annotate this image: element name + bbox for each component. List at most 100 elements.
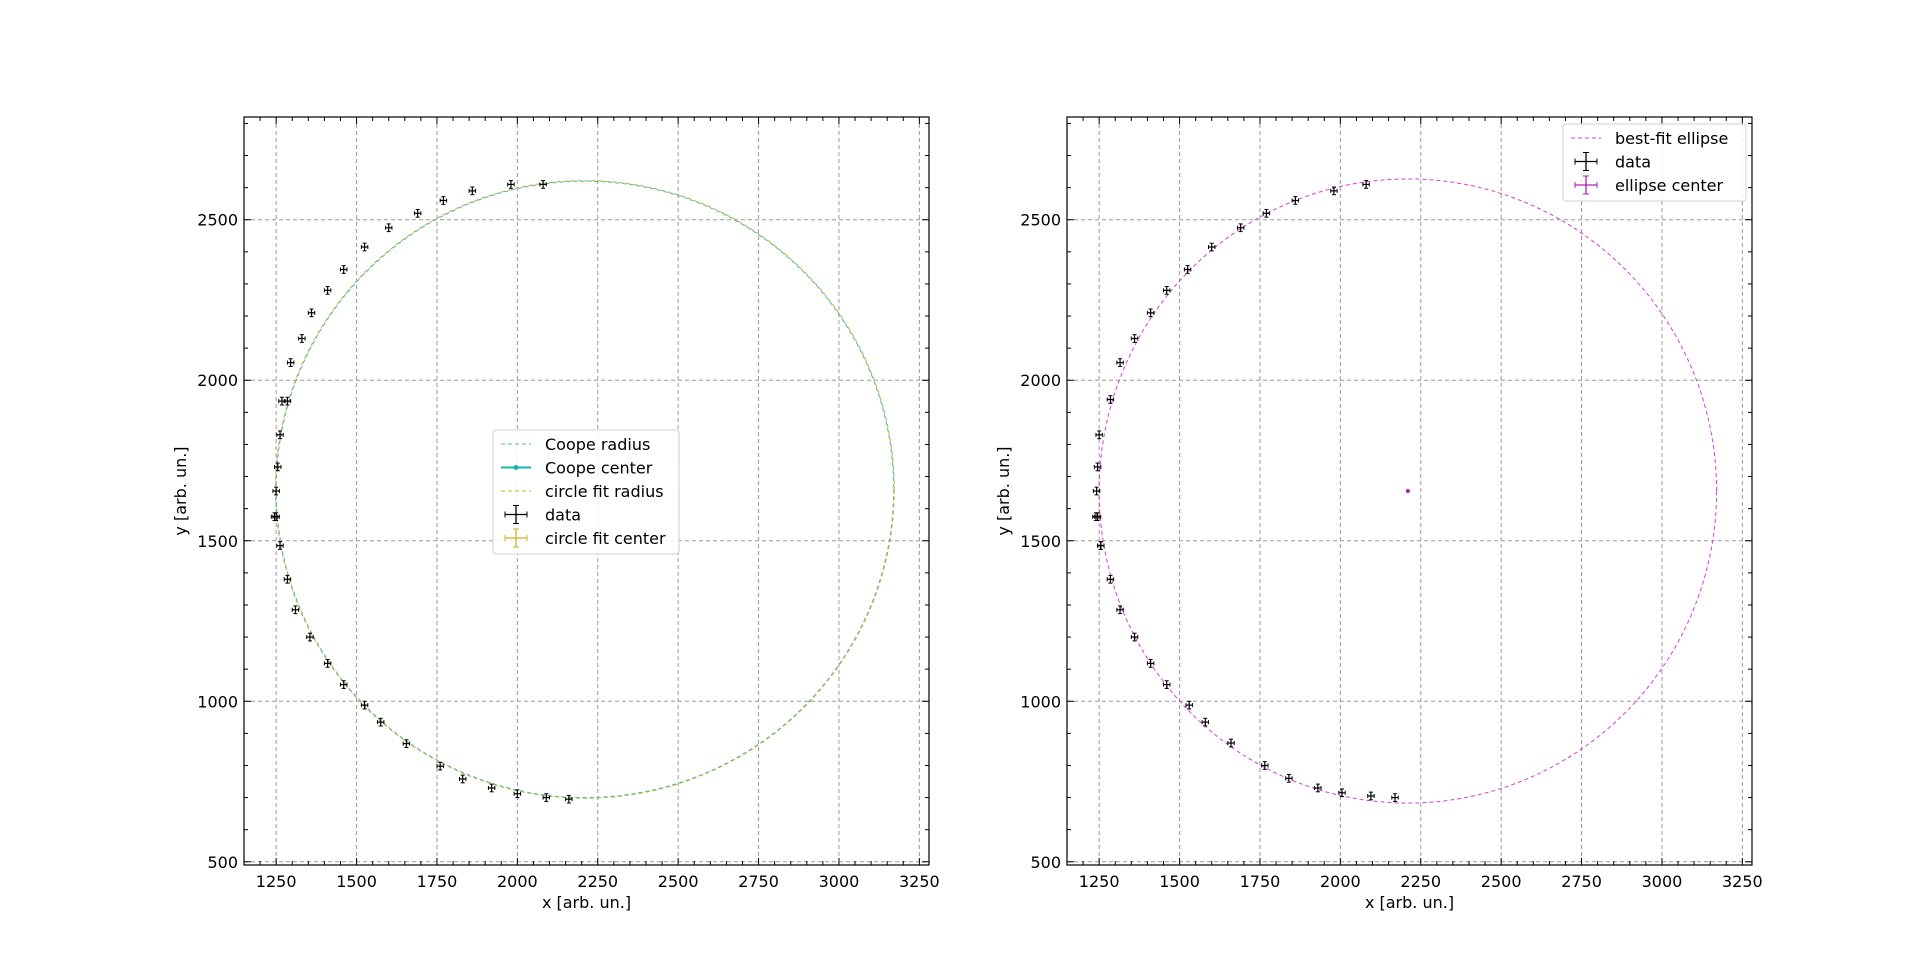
plot-frame [243, 116, 930, 866]
data-point [402, 739, 411, 749]
plot-area [1092, 178, 1718, 804]
series-circle-fit-radius [275, 180, 895, 799]
y-tick-label: 2500 [197, 211, 238, 230]
x-tick-label: 3000 [819, 872, 860, 891]
legend-box [1562, 123, 1747, 202]
plot-area [270, 180, 895, 804]
legend-item: circle fit radius [501, 482, 664, 501]
legend-label: circle fit radius [545, 482, 664, 501]
data-point [1162, 286, 1171, 295]
x-tick-label: 2750 [738, 872, 779, 891]
data-point [1236, 223, 1245, 233]
axis-ticks [243, 117, 929, 865]
data-point [1146, 659, 1155, 668]
x-tick-label: 3000 [1642, 872, 1683, 891]
data-point [276, 541, 284, 550]
legend: Coope radius Coope center circle fit radiu… [492, 429, 680, 555]
data-point [298, 334, 306, 343]
series-data [270, 180, 573, 804]
legend-item: Coope center [501, 459, 653, 478]
y-tick-label: 2000 [1020, 371, 1061, 390]
data-point [1183, 265, 1192, 274]
data-point [1227, 738, 1235, 748]
data-point [323, 286, 332, 295]
data-point [307, 308, 316, 318]
data-point [1291, 196, 1300, 205]
data-point [542, 793, 551, 802]
y-tick-label: 500 [207, 853, 238, 872]
data-point [376, 717, 385, 727]
data-point [439, 196, 448, 205]
data-point [291, 605, 300, 615]
series-ellipse-center-marker [1405, 489, 1410, 493]
data-point [306, 632, 314, 642]
x-axis-label: x [arb. un.] [1365, 893, 1454, 912]
legend-item: ellipse center [1574, 175, 1724, 195]
x-tick-label: 1250 [256, 872, 297, 891]
data-point [1116, 358, 1124, 367]
data-point [272, 512, 280, 522]
series-data [1092, 180, 1399, 802]
x-tick-label: 2250 [577, 872, 618, 891]
data-point [1185, 700, 1193, 710]
data-point [1093, 512, 1102, 522]
y-tick-label: 1500 [197, 532, 238, 551]
x-tick-label: 2250 [1400, 872, 1441, 891]
data-point [1338, 788, 1346, 798]
data-point [360, 700, 369, 710]
data-point [283, 574, 292, 584]
data-point [468, 186, 477, 196]
y-tick-label: 500 [1030, 853, 1061, 872]
legend-label: best-fit ellipse [1615, 129, 1728, 148]
data-point [507, 180, 515, 189]
data-point [272, 486, 280, 496]
data-point [1092, 486, 1101, 496]
data-point [286, 358, 295, 367]
data-point [565, 794, 573, 804]
data-point [1097, 541, 1105, 550]
y-tick-label: 2000 [197, 371, 238, 390]
data-point [1362, 180, 1370, 189]
y-tick-label: 1500 [1020, 532, 1061, 551]
data-point [1314, 783, 1322, 793]
data-point [1095, 430, 1103, 440]
data-point [436, 761, 444, 771]
x-tick-label: 2500 [1481, 872, 1522, 891]
data-point [1285, 773, 1293, 783]
x-tick-label: 2000 [497, 872, 538, 891]
x-tick-label: 2500 [658, 872, 699, 891]
y-axis-label: y [arb. un.] [994, 446, 1013, 535]
data-point [413, 208, 422, 218]
data-point [1093, 462, 1102, 472]
x-tick-label: 1500 [336, 872, 377, 891]
y-tick-label: 1000 [1020, 692, 1061, 711]
legend-label: data [545, 506, 581, 525]
x-tick-label: 1750 [1240, 872, 1281, 891]
data-point [1106, 574, 1115, 584]
data-point [513, 789, 522, 799]
x-axis-label: x [arb. un.] [542, 893, 631, 912]
x-tick-label: 3250 [899, 872, 940, 891]
data-point [1146, 308, 1155, 318]
data-point [339, 680, 348, 689]
legend-item: data [1574, 152, 1651, 172]
x-tick-label: 1250 [1079, 872, 1120, 891]
data-point [276, 430, 284, 440]
legend-label: Coope center [545, 459, 653, 478]
data-point [1201, 717, 1210, 727]
data-point [323, 659, 332, 668]
legend-item: data [504, 505, 581, 525]
legend-label: data [1615, 153, 1651, 172]
data-point [274, 462, 282, 472]
data-point [385, 223, 393, 233]
data-point [1106, 395, 1115, 404]
data-point [487, 783, 496, 793]
plot-frame [1066, 116, 1753, 866]
data-point [539, 180, 547, 189]
legend-swatch-marker [513, 465, 519, 470]
data-point [283, 396, 292, 406]
data-point [1130, 334, 1139, 343]
data-point [1116, 605, 1124, 615]
data-point [1262, 208, 1271, 218]
